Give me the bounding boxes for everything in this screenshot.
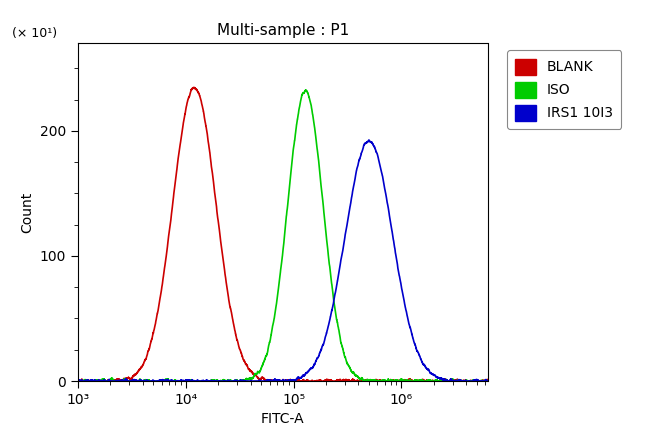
Text: (× 10¹): (× 10¹) [12,27,58,40]
Y-axis label: Count: Count [20,191,34,233]
X-axis label: FITC-A: FITC-A [261,412,305,427]
Title: Multi-sample : P1: Multi-sample : P1 [216,23,349,38]
Legend: BLANK, ISO, IRS1 10I3: BLANK, ISO, IRS1 10I3 [507,50,621,129]
